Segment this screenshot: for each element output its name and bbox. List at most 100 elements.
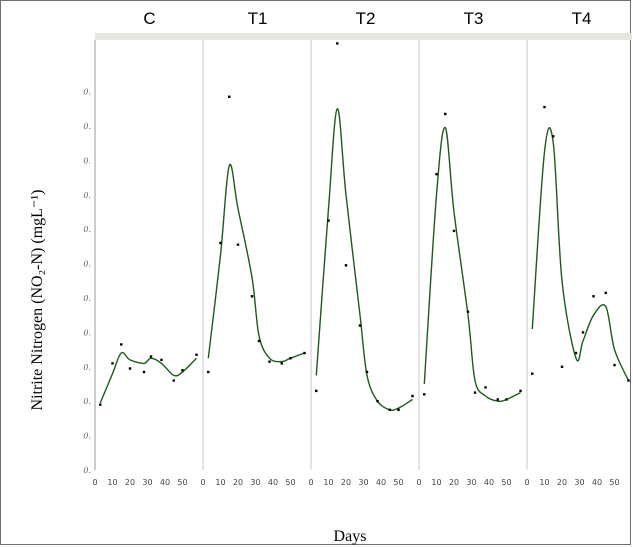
data-point bbox=[250, 295, 254, 298]
x-tick-label: 20 bbox=[233, 478, 243, 487]
panels: C 0 10 20 30 40 50 T1 0 10 20 30 40 50 T2 0 10 20 30 40 50 T3… bbox=[92, 9, 630, 487]
y-axis: 0. 0. 0. 0. 0. 0. 0. 0. 0. 0. 0. 0. bbox=[83, 88, 91, 475]
data-point bbox=[195, 353, 198, 356]
x-tick-label: 40 bbox=[268, 478, 278, 487]
x-tick-label: 50 bbox=[609, 478, 619, 487]
data-point bbox=[99, 403, 102, 406]
data-point bbox=[268, 360, 271, 363]
y-tick-label: 0. bbox=[83, 328, 91, 337]
data-point bbox=[344, 264, 348, 267]
x-tick-label: 30 bbox=[466, 478, 476, 487]
data-point bbox=[466, 310, 470, 313]
data-point bbox=[228, 95, 231, 98]
y-tick-label: 0. bbox=[83, 156, 91, 165]
header-band bbox=[95, 33, 632, 40]
x-tick-label: 10 bbox=[323, 478, 333, 487]
data-point bbox=[207, 370, 210, 374]
data-point bbox=[376, 400, 379, 403]
data-point bbox=[388, 408, 391, 411]
data-point bbox=[160, 358, 163, 362]
data-point bbox=[149, 355, 153, 358]
x-tick-label: 40 bbox=[592, 478, 602, 487]
x-tick-label: 50 bbox=[393, 478, 403, 487]
data-point bbox=[613, 363, 616, 367]
data-point bbox=[411, 394, 414, 398]
data-point bbox=[365, 370, 369, 374]
panel-title: T3 bbox=[464, 9, 484, 28]
data-point bbox=[397, 408, 400, 411]
y-tick-label: 0. bbox=[83, 260, 91, 269]
series-curve bbox=[531, 127, 630, 381]
x-tick-label: 0 bbox=[416, 478, 421, 487]
data-point bbox=[181, 369, 184, 372]
panel-t4: T4 0 10 20 30 40 50 bbox=[524, 9, 630, 487]
x-tick-label: 50 bbox=[177, 478, 187, 487]
data-point bbox=[120, 343, 123, 346]
y-tick-label: 0. bbox=[83, 122, 91, 131]
data-point bbox=[327, 219, 330, 222]
series-curve bbox=[99, 351, 197, 404]
x-tick-label: 0 bbox=[308, 478, 313, 487]
data-point bbox=[560, 365, 564, 368]
series-curve bbox=[423, 126, 521, 403]
x-tick-label: 30 bbox=[574, 478, 584, 487]
data-point bbox=[604, 291, 607, 295]
data-point bbox=[336, 42, 339, 45]
data-point bbox=[543, 105, 546, 109]
data-point bbox=[280, 362, 283, 365]
x-tick-label: 10 bbox=[539, 478, 549, 487]
data-point bbox=[315, 389, 318, 393]
data-point bbox=[444, 112, 447, 116]
data-point bbox=[219, 241, 222, 245]
series-curve bbox=[315, 108, 413, 411]
y-tick-label: 0. bbox=[83, 363, 91, 372]
series-curve bbox=[207, 163, 305, 363]
x-tick-label: 40 bbox=[376, 478, 386, 487]
x-tick-label: 30 bbox=[358, 478, 368, 487]
y-tick-label: 0. bbox=[83, 432, 91, 441]
x-tick-label: 10 bbox=[107, 478, 117, 487]
data-point bbox=[552, 135, 555, 138]
x-tick-label: 20 bbox=[125, 478, 135, 487]
data-point bbox=[581, 331, 585, 334]
data-point bbox=[496, 398, 499, 401]
data-point bbox=[473, 391, 477, 394]
data-point bbox=[505, 398, 508, 401]
panel-t3: T3 0 10 20 30 40 50 bbox=[416, 9, 522, 487]
panel-t2: T2 0 10 20 30 40 50 bbox=[308, 9, 414, 487]
x-tick-label: 40 bbox=[160, 478, 170, 487]
header-band-rect bbox=[95, 33, 632, 40]
data-point bbox=[142, 370, 146, 374]
panel-title: C bbox=[143, 9, 155, 28]
data-point bbox=[531, 372, 534, 375]
data-point bbox=[236, 243, 240, 246]
x-tick-label: 50 bbox=[501, 478, 511, 487]
data-point bbox=[627, 379, 630, 382]
data-point bbox=[111, 362, 114, 365]
y-axis-title: Nitrite Nitrogen (NO₂-N) (mgL⁻¹) bbox=[29, 190, 46, 411]
data-point bbox=[257, 339, 261, 343]
panel-t1: T1 0 10 20 30 40 50 bbox=[200, 9, 306, 487]
data-point bbox=[128, 367, 132, 370]
x-tick-label: 10 bbox=[215, 478, 225, 487]
x-tick-label: 10 bbox=[431, 478, 441, 487]
x-tick-label: 0 bbox=[524, 478, 529, 487]
x-tick-label: 30 bbox=[250, 478, 260, 487]
data-point bbox=[289, 357, 292, 360]
data-point bbox=[574, 351, 578, 355]
panel-title: T1 bbox=[248, 9, 268, 28]
data-point bbox=[303, 351, 306, 355]
x-tick-label: 20 bbox=[557, 478, 567, 487]
y-tick-label: 0. bbox=[83, 466, 91, 475]
x-axis-title: Days bbox=[334, 528, 367, 545]
y-tick-label: 0. bbox=[83, 191, 91, 200]
panel-title: T4 bbox=[572, 9, 592, 28]
x-tick-label: 40 bbox=[484, 478, 494, 487]
x-tick-label: 0 bbox=[200, 478, 205, 487]
data-point bbox=[423, 393, 426, 396]
panel-title: T2 bbox=[356, 9, 376, 28]
data-point bbox=[452, 229, 456, 233]
y-tick-label: 0. bbox=[83, 294, 91, 303]
